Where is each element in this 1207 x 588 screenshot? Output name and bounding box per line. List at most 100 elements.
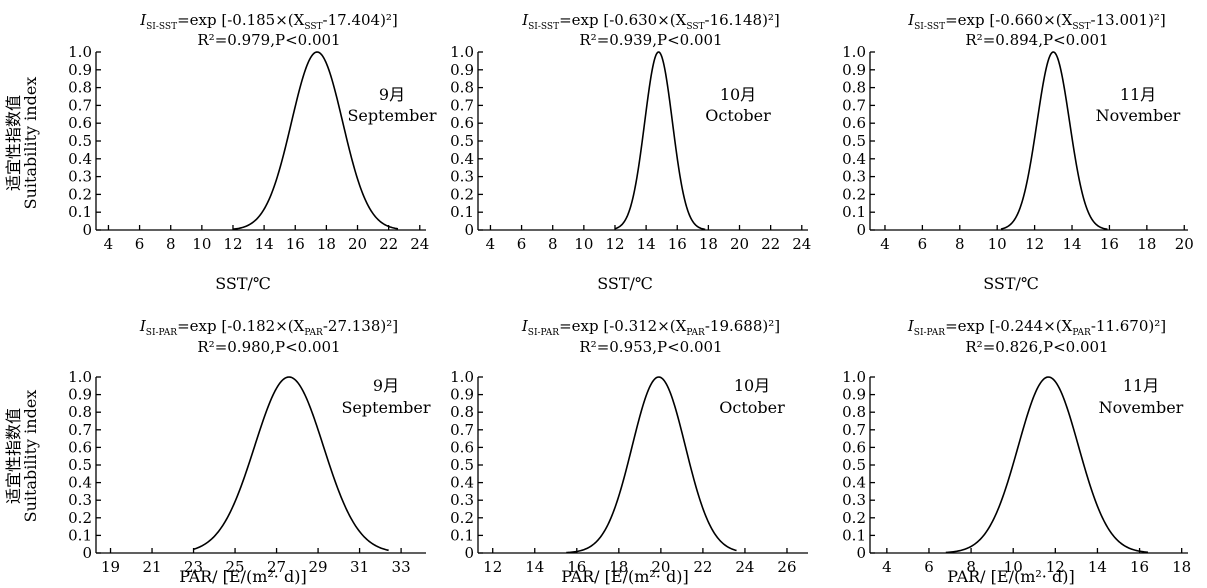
x-tick-label: 20 xyxy=(348,235,367,253)
y-tick-label: 0.4 xyxy=(842,150,866,168)
x-tick-label: 14 xyxy=(1088,558,1107,576)
y-tick-label: 1.0 xyxy=(450,368,474,386)
y-tick-label: 0 xyxy=(856,221,866,239)
month-label-en: September xyxy=(347,106,436,125)
x-tick-label: 12 xyxy=(483,558,502,576)
x-tick-label: 16 xyxy=(1130,558,1149,576)
x-tick-label: 19 xyxy=(101,558,120,576)
y-tick-label: 0.3 xyxy=(450,168,474,186)
y-tick-label: 0.4 xyxy=(68,150,92,168)
y-tick-label: 0.9 xyxy=(68,386,92,404)
y-axis-label-en: Suitability index xyxy=(21,77,40,210)
y-tick-label: 0.2 xyxy=(68,509,92,527)
y-tick-label: 0 xyxy=(82,544,92,562)
y-tick-label: 0.9 xyxy=(842,61,866,79)
x-tick-label: 22 xyxy=(761,235,780,253)
y-tick-label: 0.1 xyxy=(842,526,866,544)
x-tick-label: 4 xyxy=(486,235,496,253)
x-tick-label: 24 xyxy=(410,235,429,253)
month-label-cn: 11月 xyxy=(1120,85,1156,104)
y-axis-label-top: 适宜性指数值 Suitability index xyxy=(4,77,40,210)
y-tick-label: 0.6 xyxy=(68,438,92,456)
x-tick-label: 33 xyxy=(392,558,411,576)
x-tick-label: 8 xyxy=(166,235,176,253)
y-tick-label: 0.7 xyxy=(450,96,474,114)
y-tick-label: 0.5 xyxy=(450,456,474,474)
x-tick-label: 14 xyxy=(255,235,274,253)
fit-curve xyxy=(1000,51,1108,231)
y-axis-label-cn: 适宜性指数值 xyxy=(4,95,23,191)
x-tick-label: 14 xyxy=(1062,235,1081,253)
chart-panel-2: 00.10.20.30.40.50.60.70.80.91.0 4 6 8 10 12 14… xyxy=(450,11,811,293)
x-tick-label: 6 xyxy=(918,235,928,253)
fit-equation: ISI-SST=exp [-0.630×(XSST-16.148)²] xyxy=(521,11,780,32)
fit-curve xyxy=(232,51,399,230)
x-tick-label: 18 xyxy=(1172,558,1191,576)
chart-panel-4: 00.10.20.30.40.50.60.70.80.91.0 19 21 23 25 2… xyxy=(68,317,431,586)
y-tick-label: 0 xyxy=(464,221,474,239)
x-tick-label: 18 xyxy=(1137,235,1156,253)
month-label-cn: 9月 xyxy=(373,376,399,395)
x-tick-label: 21 xyxy=(142,558,161,576)
y-tick-label: 0.7 xyxy=(68,421,92,439)
month-label-en: October xyxy=(705,106,771,125)
chart-panel-1: 00.10.20.30.40.50.60.70.80.91.0 4 6 8 10 12 14… xyxy=(68,11,437,293)
x-tick-label: 20 xyxy=(651,558,670,576)
x-tick-label: 23 xyxy=(184,558,203,576)
y-tick-label: 0.4 xyxy=(450,150,474,168)
x-tick-label: 20 xyxy=(1175,235,1194,253)
x-tick-label: 12 xyxy=(1025,235,1044,253)
month-label-cn: 11月 xyxy=(1123,376,1159,395)
x-tick-label: 4 xyxy=(880,235,890,253)
x-tick-label: 8 xyxy=(955,235,965,253)
x-tick-label: 31 xyxy=(350,558,369,576)
x-tick-label: 26 xyxy=(777,558,796,576)
y-tick-label: 0.6 xyxy=(450,438,474,456)
y-tick-label: 0.8 xyxy=(842,403,866,421)
month-label-en: September xyxy=(341,398,430,417)
x-tick-label: 6 xyxy=(517,235,527,253)
y-tick-label: 0.7 xyxy=(68,96,92,114)
y-tick-label: 0.2 xyxy=(842,509,866,527)
x-tick-label: 29 xyxy=(309,558,328,576)
y-tick-label: 0.5 xyxy=(842,132,866,150)
x-tick-label: 22 xyxy=(379,235,398,253)
y-tick-label: 0.9 xyxy=(450,386,474,404)
fit-statistics: R²=0.980,P<0.001 xyxy=(197,338,340,356)
y-tick-label: 0 xyxy=(464,544,474,562)
x-tick-label: 4 xyxy=(882,558,892,576)
x-tick-label: 14 xyxy=(525,558,544,576)
y-tick-label: 0.3 xyxy=(68,491,92,509)
chart-panel-5: 00.10.20.30.40.50.60.70.80.91.0 12 14 16 18 2… xyxy=(450,317,808,586)
y-tick-label: 0.1 xyxy=(68,526,92,544)
x-tick-label: 4 xyxy=(104,235,114,253)
x-axis-title: PAR/ [E/(m²· d)] xyxy=(179,567,306,586)
month-label-en: October xyxy=(719,398,785,417)
y-tick-label: 1.0 xyxy=(842,43,866,61)
y-tick-label: 0.4 xyxy=(842,474,866,492)
x-tick-label: 6 xyxy=(924,558,934,576)
y-tick-label: 0.5 xyxy=(68,456,92,474)
y-tick-label: 0.8 xyxy=(842,79,866,97)
fit-statistics: R²=0.826,P<0.001 xyxy=(965,338,1108,356)
x-axis-title: SST/℃ xyxy=(215,274,271,293)
x-tick-label: 16 xyxy=(1100,235,1119,253)
fit-equation: ISI-PAR=exp [-0.244×(XPAR-11.670)²] xyxy=(907,317,1166,338)
y-tick-label: 0.8 xyxy=(68,79,92,97)
x-tick-label: 16 xyxy=(286,235,305,253)
x-tick-label: 10 xyxy=(574,235,593,253)
month-label-en: November xyxy=(1096,106,1181,125)
x-tick-label: 12 xyxy=(223,235,242,253)
y-tick-label: 0.8 xyxy=(450,403,474,421)
y-tick-label: 0.1 xyxy=(450,203,474,221)
y-tick-label: 0.3 xyxy=(450,491,474,509)
x-tick-label: 24 xyxy=(792,235,811,253)
chart-panel-3: 00.10.20.30.40.50.60.70.80.91.0 4 6 8 10 12 14… xyxy=(842,11,1194,293)
x-tick-label: 24 xyxy=(735,558,754,576)
y-axis-label-bottom: 适宜性指数值 Suitability index xyxy=(4,390,40,523)
x-tick-label: 10 xyxy=(1004,558,1023,576)
chart-panel-6: 00.10.20.30.40.50.60.70.80.91.0 4 6 8 10 12 14… xyxy=(842,317,1191,586)
y-tick-label: 0.8 xyxy=(450,79,474,97)
y-tick-label: 0.6 xyxy=(842,114,866,132)
